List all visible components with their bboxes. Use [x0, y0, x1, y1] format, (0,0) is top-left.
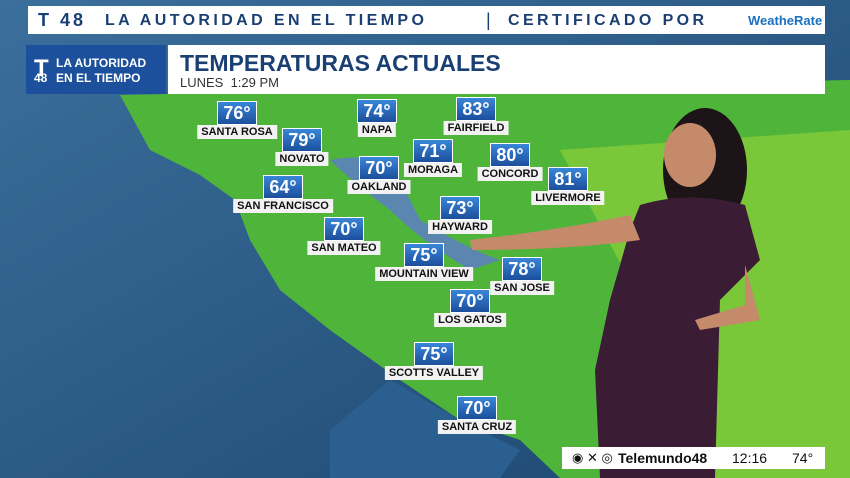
- social: Telemundo48: [618, 450, 708, 466]
- city-temp: 73°: [440, 196, 480, 220]
- city-temp: 76°: [217, 101, 257, 125]
- logo-line2: EN EL TIEMPO: [56, 71, 141, 85]
- station: 48: [60, 10, 87, 30]
- brand: WeatheRate: [748, 13, 823, 28]
- city-name: FAIRFIELD: [443, 121, 509, 135]
- social-icons: ◉ ✕ ◎: [572, 450, 613, 465]
- city-name: SCOTTS VALLEY: [384, 366, 484, 380]
- city-name: MORAGA: [403, 163, 463, 177]
- subtitle: LUNES 1:29 PM: [180, 75, 279, 90]
- title: TEMPERATURAS ACTUALES: [180, 50, 501, 76]
- city-temp: 70°: [450, 289, 490, 313]
- logo: T LA AUTORIDAD 48 EN EL TIEMPO: [26, 45, 166, 94]
- city-temp: 75°: [404, 243, 444, 267]
- city-name: SAN JOSE: [490, 281, 554, 295]
- city-name: NOVATO: [275, 152, 329, 166]
- city-temp: 83°: [456, 97, 496, 121]
- city-name: SAN FRANCISCO: [233, 199, 333, 213]
- current-temp: 74°: [792, 450, 814, 466]
- logo-line1: LA AUTORIDAD: [56, 56, 147, 70]
- city-name: LOS GATOS: [434, 313, 506, 327]
- monterey-bay: [330, 380, 520, 478]
- top-banner: [28, 6, 825, 34]
- city-temp: 70°: [457, 396, 497, 420]
- banner-certified: CERTIFICADO POR: [508, 12, 708, 29]
- banner-station: T 48: [38, 10, 87, 30]
- time: 12:16: [732, 450, 768, 466]
- city-name: OAKLAND: [347, 180, 411, 194]
- divider: |: [486, 10, 491, 30]
- city-temp: 80°: [490, 143, 530, 167]
- city-name: MOUNTAIN VIEW: [375, 267, 473, 281]
- city-temp: 79°: [282, 128, 322, 152]
- city-temp: 74°: [357, 99, 397, 123]
- city-temp: 70°: [324, 217, 364, 241]
- city-temp: 64°: [263, 175, 303, 199]
- city-temp: 81°: [548, 167, 588, 191]
- city-name: CONCORD: [477, 167, 543, 181]
- city-name: SAN MATEO: [307, 241, 381, 255]
- city-temp: 78°: [502, 257, 542, 281]
- city-name: NAPA: [357, 123, 397, 137]
- city-name: LIVERMORE: [531, 191, 605, 205]
- banner-text: LA AUTORIDAD EN EL TIEMPO: [105, 12, 428, 29]
- city-temp: 75°: [414, 342, 454, 366]
- logo-number: 48: [34, 71, 48, 85]
- city-temp: 70°: [359, 156, 399, 180]
- city-name: SANTA ROSA: [197, 125, 277, 139]
- city-temp: 71°: [413, 139, 453, 163]
- presenter: [470, 108, 760, 478]
- city-name: HAYWARD: [428, 220, 492, 234]
- footer: ◉ ✕ ◎ Telemundo48 12:16 74°: [562, 447, 825, 469]
- header: TEMPERATURAS ACTUALES LUNES 1:29 PM: [168, 45, 825, 94]
- city-name: SANTA CRUZ: [437, 420, 517, 434]
